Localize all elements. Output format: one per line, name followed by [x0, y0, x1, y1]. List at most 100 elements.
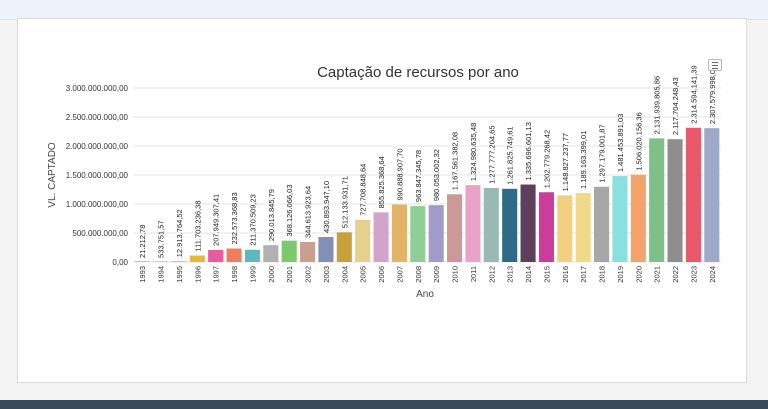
x-tick-label: 2019 [616, 266, 625, 283]
bar[interactable] [226, 248, 242, 262]
bar[interactable] [373, 212, 389, 262]
chart-title: Captação de recursos por ano [317, 64, 519, 81]
bar[interactable] [355, 219, 371, 262]
bar[interactable] [667, 139, 683, 262]
x-tick-label: 2007 [395, 266, 404, 283]
data-label: 727.708.848,64 [359, 164, 368, 216]
data-label: 1.481.453.891,03 [616, 114, 625, 172]
bar[interactable] [171, 261, 187, 262]
data-label: 1.261.825.749,61 [506, 126, 515, 184]
hamburger-menu-icon[interactable] [708, 59, 722, 71]
x-tick-label: 2003 [322, 266, 331, 283]
bar[interactable] [244, 249, 260, 262]
bar[interactable] [502, 188, 518, 262]
x-tick-label: 2018 [598, 266, 607, 283]
data-label: 533.751,57 [157, 220, 166, 258]
x-tick-label: 2010 [451, 266, 460, 283]
x-tick-label: 1998 [230, 266, 239, 283]
bottom-bar [0, 400, 768, 409]
y-tick-label: 1.000.000.000,00 [66, 200, 129, 209]
bar[interactable] [483, 187, 499, 262]
bar[interactable] [594, 186, 610, 262]
x-tick-label: 2024 [708, 266, 717, 283]
data-labels: 21.212,78 533.751,57 12.913.764,52 111.703.… [138, 65, 717, 258]
data-label: 111.703.236,38 [193, 200, 202, 251]
data-label: 1.148.827.237,77 [561, 133, 570, 191]
x-tick-label: 2020 [634, 266, 643, 283]
data-label: 232.573.368,83 [230, 192, 239, 244]
x-tick-label: 2023 [689, 266, 698, 283]
x-tick-label: 2005 [359, 266, 368, 283]
bar[interactable] [612, 176, 628, 262]
data-label: 2.131.939.805,86 [653, 76, 662, 134]
bar[interactable] [208, 249, 224, 262]
bar[interactable] [557, 195, 573, 262]
bar[interactable] [630, 174, 646, 262]
x-tick-label: 2021 [653, 266, 662, 283]
y-tick-label: 1.500.000.000,00 [66, 171, 129, 180]
y-tick-label: 3.000.000.000,00 [66, 84, 129, 93]
x-tick-label: 2011 [469, 266, 478, 282]
bar[interactable] [520, 184, 536, 262]
data-label: 1.297.179.001,87 [598, 124, 607, 182]
bar[interactable] [281, 240, 297, 262]
x-tick-label: 2013 [506, 266, 515, 283]
y-tick-label: 0,00 [112, 258, 128, 267]
bar[interactable] [134, 261, 150, 262]
bar[interactable] [300, 242, 316, 262]
bar[interactable] [189, 255, 205, 262]
data-label: 430.893.947,10 [322, 181, 331, 233]
x-tick-label: 1996 [193, 266, 202, 283]
bar[interactable] [447, 194, 463, 262]
x-axis-label: Ano [416, 289, 434, 300]
bar[interactable] [704, 128, 720, 262]
data-label: 1.506.020.156,36 [634, 112, 643, 170]
bar[interactable] [410, 206, 426, 262]
data-label: 2.307.579.998,00 [708, 66, 717, 124]
x-tick-label: 1997 [212, 266, 221, 283]
bar[interactable] [336, 232, 352, 262]
bars [134, 127, 720, 262]
bar[interactable] [575, 193, 591, 262]
bar[interactable] [649, 138, 665, 262]
grid-lines [133, 87, 721, 263]
data-label: 1.202.779.268,42 [542, 130, 551, 188]
bar[interactable] [318, 237, 334, 262]
x-tick-label: 2016 [561, 266, 570, 283]
bar[interactable] [391, 204, 407, 262]
x-tick-label: 1995 [175, 266, 184, 283]
data-label: 344.613.923,64 [304, 186, 313, 238]
x-tick-label: 2008 [414, 266, 423, 283]
data-label: 980.053.002,32 [432, 149, 441, 201]
x-tick-label: 2002 [304, 266, 313, 283]
data-label: 1.324.980.635,48 [469, 123, 478, 181]
x-tick-label: 2012 [487, 266, 496, 283]
data-label: 290.013.845,79 [267, 189, 276, 241]
x-tick-label: 1994 [157, 266, 166, 283]
bar[interactable] [465, 185, 481, 262]
bar[interactable] [428, 205, 444, 262]
x-tick-label: 1993 [138, 266, 147, 283]
x-tick-label: 2015 [542, 266, 551, 283]
data-label: 963.847.345,78 [414, 150, 423, 202]
y-tick-labels: 0,00 500.000.000,00 1.000.000.000,00 1.500.… [66, 84, 129, 267]
x-tick-labels: 1993 1994 1995 1996 1997 1998 1999 2000 2001 2002… [138, 266, 717, 283]
data-label: 1.335.696.601,13 [524, 122, 533, 180]
bar[interactable] [153, 261, 169, 262]
bar[interactable] [685, 127, 701, 262]
data-label: 1.277.777.204,65 [487, 125, 496, 183]
data-label: 368.126.066,03 [285, 185, 294, 237]
y-tick-label: 2.000.000.000,00 [66, 142, 129, 151]
data-label: 21.212,78 [138, 225, 147, 258]
bar[interactable] [263, 245, 279, 262]
x-tick-label: 2014 [524, 266, 533, 283]
x-tick-label: 2006 [377, 266, 386, 283]
x-tick-label: 2000 [267, 266, 276, 283]
y-tick-label: 2.500.000.000,00 [66, 113, 129, 122]
x-tick-label: 1999 [248, 266, 257, 283]
data-label: 1.167.561.382,08 [451, 132, 460, 190]
data-label: 2.117.704.248,43 [671, 77, 680, 135]
bar[interactable] [538, 192, 554, 262]
data-label: 1.189.163.399,01 [579, 131, 588, 189]
